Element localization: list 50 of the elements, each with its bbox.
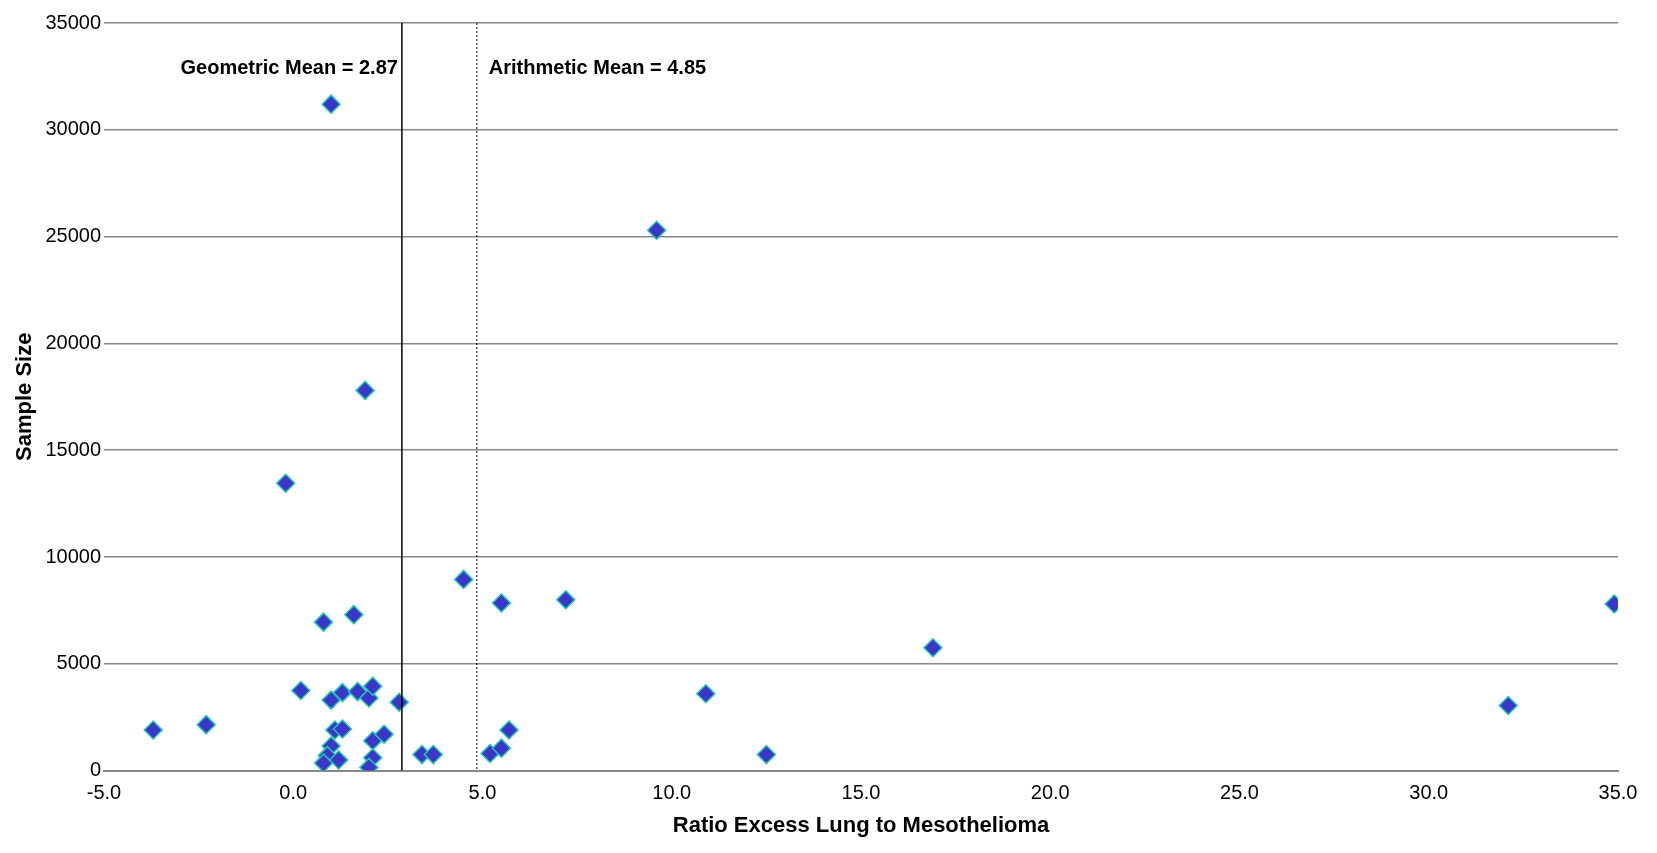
point [321,94,341,114]
point [491,738,512,758]
y-tick-label: 35000 [45,10,102,33]
x-axis-title: Ratio Excess Lung to Mesothelioma [672,811,1051,837]
y-tick-label: 25000 [45,224,102,247]
point [313,612,334,632]
point [423,744,444,765]
ref-line-label: Arithmetic Mean = 4.85 [488,55,707,78]
point [556,589,576,610]
y-tick-label: 15000 [45,437,102,460]
point [196,714,216,735]
x-tick-label: 35.0 [1598,781,1638,804]
point [347,681,368,702]
y-tick-label: 0 [89,758,102,781]
point [275,473,296,494]
y-axis-title: Sample Size [11,332,37,461]
point [499,720,519,740]
point [363,676,383,696]
point [646,220,667,240]
point [332,719,353,739]
x-tick-label: 10.0 [652,781,692,804]
x-tick-label: 0.0 [279,781,308,804]
point [355,380,375,401]
point [313,753,334,771]
point [1498,695,1518,716]
point [696,683,716,704]
point [491,593,512,613]
point [291,680,311,701]
x-tick-label: 5.0 [468,781,497,804]
point [344,604,364,625]
point [328,750,349,770]
y-tick-label: 5000 [56,651,102,674]
y-tick-label: 20000 [45,330,102,353]
x-tick-label: 20.0 [1030,781,1070,804]
x-tick-label: 25.0 [1220,781,1259,804]
y-tick-label: 10000 [45,544,102,567]
point [321,690,341,710]
x-tick-label: 15.0 [841,781,881,804]
y-tick-label: 30000 [45,117,102,140]
point [332,682,353,703]
ref-line-label: Geometric Mean = 2.87 [180,55,398,78]
point [453,569,474,590]
point [143,720,163,740]
point [756,744,777,765]
point [480,743,500,764]
x-tick-label: -5.0 [86,781,122,804]
point [923,638,943,658]
point [363,730,383,751]
x-tick-label: 30.0 [1409,781,1449,804]
point [374,724,394,745]
